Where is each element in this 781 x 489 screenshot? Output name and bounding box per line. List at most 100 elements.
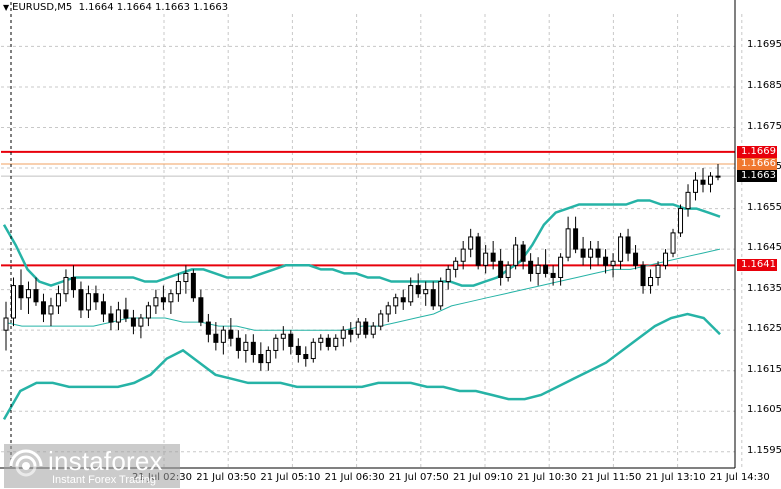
candle-body (93, 293, 99, 303)
candle (108, 305, 114, 331)
candle (355, 318, 361, 339)
candle (235, 330, 241, 359)
candle (513, 236, 519, 270)
candle-body (288, 333, 294, 347)
instaforex-logo-icon (9, 449, 43, 477)
candle (603, 249, 609, 274)
candle (63, 269, 69, 302)
candle-body (655, 264, 661, 278)
candle (498, 249, 504, 286)
bollinger-lower-band (2, 312, 721, 421)
bollinger-bands (2, 199, 721, 421)
candle (100, 293, 106, 323)
bollinger-middle-band (3, 248, 721, 331)
candle-body (258, 354, 264, 364)
candle (295, 338, 301, 363)
candle-body (40, 301, 46, 315)
candle (453, 257, 459, 278)
candle (115, 301, 121, 331)
price-tick-label: 1.1595 (747, 444, 781, 456)
candle-body (595, 248, 601, 258)
candle-body (168, 293, 174, 303)
symbol-header: ▼ EURUSD,M5 1.1664 1.1664 1.1663 1.1663 (3, 2, 228, 13)
candle-body (235, 337, 241, 351)
candle-body (505, 264, 511, 278)
candle-body (550, 272, 556, 278)
collapse-triangle-icon[interactable]: ▼ (3, 3, 10, 12)
candle-body (63, 276, 69, 295)
candle (385, 301, 391, 323)
candle-body (678, 208, 684, 234)
candle-body (48, 305, 54, 315)
candle (340, 326, 346, 347)
candle (580, 236, 586, 266)
candle (415, 273, 421, 298)
candle-body (55, 293, 61, 307)
candle (490, 241, 496, 270)
candle-body (115, 309, 121, 323)
candle-body (558, 256, 564, 278)
candle (318, 334, 324, 351)
candle (175, 273, 181, 302)
candle-body (348, 329, 354, 335)
candle (48, 297, 54, 327)
time-tick-label: 21 Jul 10:30 (517, 472, 578, 483)
candle-body (355, 321, 361, 335)
candle-body (18, 285, 24, 299)
candle (670, 228, 676, 258)
candle (33, 277, 39, 306)
candle-body (460, 248, 466, 262)
candle (78, 281, 84, 319)
candle (55, 285, 61, 314)
candle-body (175, 281, 181, 295)
candle-body (100, 301, 106, 315)
candle-body (325, 337, 331, 347)
candle (325, 334, 331, 351)
candle (190, 269, 196, 302)
candle-body (528, 260, 534, 274)
candle (243, 334, 249, 363)
candle-body (423, 289, 429, 295)
candle-body (483, 252, 489, 266)
candle (160, 285, 166, 310)
candle-body (295, 345, 301, 355)
candle-body (393, 297, 399, 307)
candle (198, 289, 204, 327)
candle-body (438, 281, 444, 307)
candle-body (603, 256, 609, 266)
price-tick-label: 1.1615 (747, 363, 781, 375)
candle-body (78, 289, 84, 311)
candle (400, 289, 406, 310)
candle-body (123, 309, 129, 319)
candle-body (610, 260, 616, 266)
price-tick-label: 1.1655 (747, 201, 781, 213)
candle (565, 216, 571, 262)
time-tick-label: 21 Jul 07:50 (388, 472, 449, 483)
candle (123, 297, 129, 323)
candle-body (70, 276, 76, 291)
candle (640, 261, 646, 294)
candle-body (408, 285, 414, 303)
candle-body (513, 244, 519, 266)
price-tick-label: 1.1605 (747, 404, 781, 416)
candle (475, 232, 481, 270)
candles (3, 163, 721, 371)
candle-body (453, 260, 459, 270)
candle-body (378, 313, 384, 327)
candle (483, 245, 489, 274)
candle-body (33, 289, 39, 303)
candle-body (640, 264, 646, 287)
price-tag: 1.1669 (737, 145, 777, 158)
candle (138, 313, 144, 339)
candle (633, 245, 639, 270)
candle (610, 253, 616, 278)
time-tick-label: 21 Jul 06:30 (324, 472, 385, 483)
candle (693, 172, 699, 201)
candle-body (363, 321, 369, 335)
candle-body (213, 333, 219, 343)
price-tag: 1.1641 (737, 259, 777, 272)
candle (153, 289, 159, 314)
candle (618, 232, 624, 270)
candle-body (205, 321, 211, 335)
